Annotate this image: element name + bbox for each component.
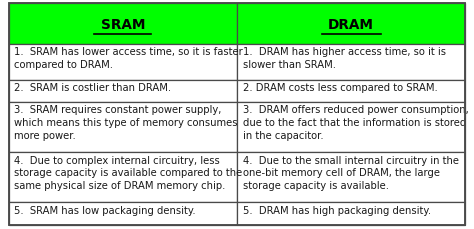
Bar bbox=[237, 202, 465, 225]
Text: 2.  SRAM is costlier than DRAM.: 2. SRAM is costlier than DRAM. bbox=[14, 83, 171, 93]
Text: 2. DRAM costs less compared to SRAM.: 2. DRAM costs less compared to SRAM. bbox=[243, 83, 438, 93]
Text: 4.  Due to complex internal circuitry, less
storage capacity is available compar: 4. Due to complex internal circuitry, le… bbox=[14, 155, 243, 190]
Text: 1.  SRAM has lower access time, so it is faster
compared to DRAM.: 1. SRAM has lower access time, so it is … bbox=[14, 47, 243, 70]
Text: 3.  SRAM requires constant power supply,
which means this type of memory consume: 3. SRAM requires constant power supply, … bbox=[14, 105, 238, 140]
Bar bbox=[9, 4, 237, 45]
Text: SRAM: SRAM bbox=[100, 18, 145, 31]
Bar bbox=[9, 202, 237, 225]
Text: 4.  Due to the small internal circuitry in the
one-bit memory cell of DRAM, the : 4. Due to the small internal circuitry i… bbox=[243, 155, 459, 190]
Text: 5.  SRAM has low packaging density.: 5. SRAM has low packaging density. bbox=[14, 205, 196, 215]
Bar bbox=[9, 103, 237, 153]
Bar bbox=[237, 153, 465, 202]
Bar bbox=[9, 80, 237, 103]
Text: 3.  DRAM offers reduced power consumption,
due to the fact that the information : 3. DRAM offers reduced power consumption… bbox=[243, 105, 468, 140]
Bar bbox=[237, 80, 465, 103]
Text: 5.  DRAM has high packaging density.: 5. DRAM has high packaging density. bbox=[243, 205, 431, 215]
Text: DRAM: DRAM bbox=[328, 18, 374, 31]
Bar bbox=[9, 45, 237, 80]
Bar bbox=[237, 45, 465, 80]
Bar bbox=[237, 103, 465, 153]
Bar bbox=[237, 4, 465, 45]
Text: 1.  DRAM has higher access time, so it is
slower than SRAM.: 1. DRAM has higher access time, so it is… bbox=[243, 47, 446, 70]
Bar bbox=[9, 153, 237, 202]
